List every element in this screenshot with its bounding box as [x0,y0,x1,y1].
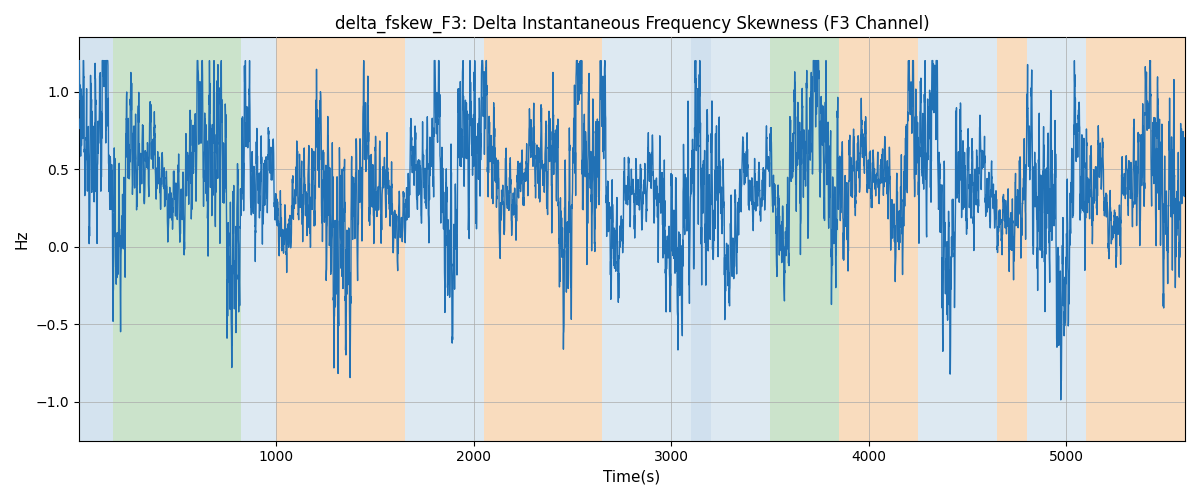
Bar [1086,38,1186,440]
Bar [691,38,710,440]
Bar [276,38,404,440]
Bar [1027,38,1086,440]
Bar [404,38,484,440]
X-axis label: Time(s): Time(s) [604,470,660,485]
Bar [79,38,114,440]
Bar [602,38,691,440]
Bar [997,38,1027,440]
Bar [770,38,839,440]
Bar [839,38,918,440]
Bar [484,38,602,440]
Title: delta_fskew_F3: Delta Instantaneous Frequency Skewness (F3 Channel): delta_fskew_F3: Delta Instantaneous Freq… [335,15,929,34]
Bar [114,38,241,440]
Bar [918,38,997,440]
Bar [710,38,770,440]
Y-axis label: Hz: Hz [14,230,30,249]
Bar [241,38,276,440]
